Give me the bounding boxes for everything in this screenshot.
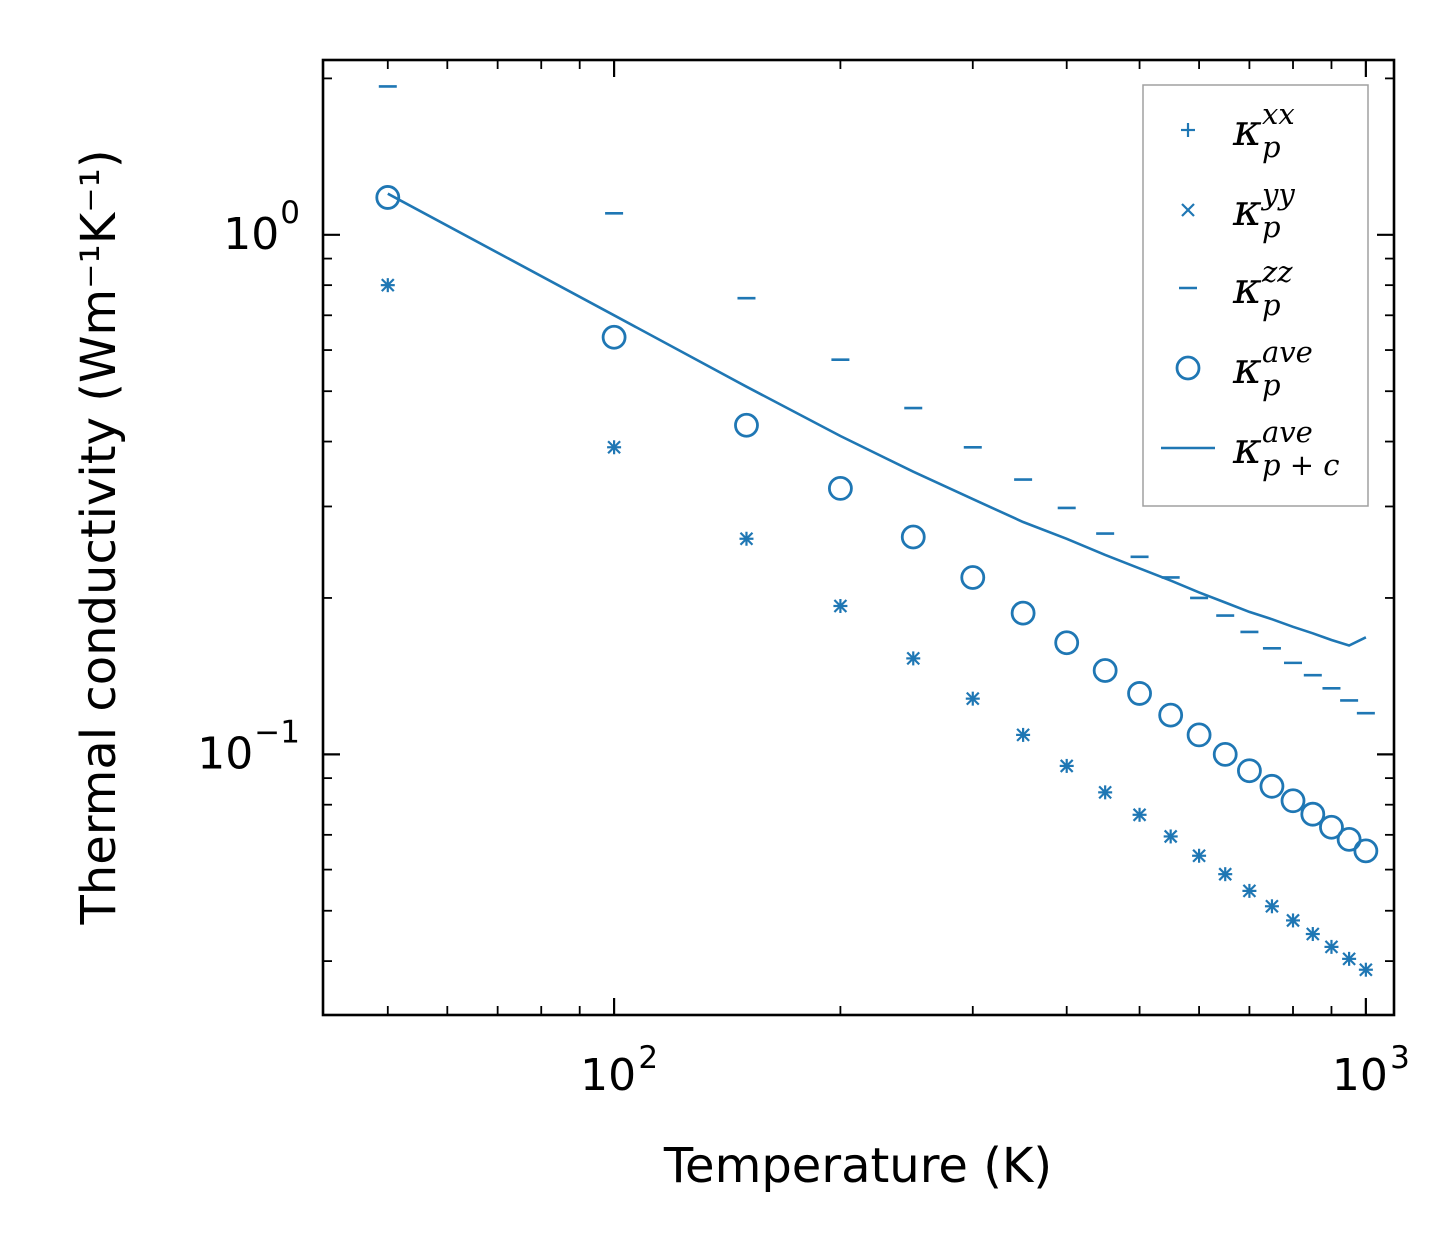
minor-ticks bbox=[323, 60, 1394, 1015]
legend-label-sup: ave bbox=[1262, 335, 1313, 369]
data-point-kappa_p_yy bbox=[1324, 940, 1339, 954]
data-point-kappa_p_ave bbox=[601, 324, 627, 350]
legend-marker-icon bbox=[1175, 355, 1201, 381]
data-point-kappa_p_ave bbox=[1237, 758, 1262, 784]
data-point-kappa_p_yy bbox=[1306, 927, 1320, 941]
data-point-kappa_p_ave bbox=[1054, 630, 1080, 656]
legend-label-base: κ bbox=[1232, 105, 1262, 156]
x-tick-label: 10 bbox=[580, 1050, 636, 1101]
data-point-kappa_p_yy bbox=[739, 531, 754, 546]
series-line-kappa_pc_ave bbox=[387, 192, 1367, 647]
legend-label-sub: p bbox=[1262, 368, 1281, 402]
y-tick-label: 10 bbox=[223, 209, 279, 260]
series-kappa_p_ave bbox=[375, 185, 1379, 864]
x-axis-label: Temperature (K) bbox=[663, 1138, 1052, 1194]
data-point-kappa_p_ave bbox=[828, 476, 853, 501]
data-point-kappa_p_yy bbox=[1132, 808, 1147, 822]
data-point-kappa_p_ave bbox=[1158, 702, 1184, 728]
data-point-kappa_p_ave bbox=[1319, 814, 1344, 840]
data-point-kappa_p_ave bbox=[900, 524, 926, 550]
legend-label-sup: xx bbox=[1262, 97, 1295, 131]
x-tick-exponent: 3 bbox=[1390, 1040, 1410, 1076]
data-point-kappa_p_yy bbox=[906, 651, 921, 666]
series-kappa_p_zz bbox=[378, 85, 1375, 715]
legend-label-base: κ bbox=[1232, 343, 1262, 394]
legend-label-base: κ bbox=[1232, 423, 1262, 474]
y-tick-exponent: 0 bbox=[280, 195, 300, 231]
data-point-kappa_p_ave bbox=[1280, 788, 1306, 814]
legend-label-base: κ bbox=[1232, 185, 1262, 236]
legend-frame bbox=[1142, 84, 1369, 507]
data-point-kappa_p_yy bbox=[1286, 913, 1300, 928]
legend-label-sub: p bbox=[1262, 210, 1281, 244]
y-tick-exponent: −1 bbox=[254, 714, 300, 750]
legend-label-sub: p bbox=[1262, 130, 1281, 164]
data-point-kappa_p_yy bbox=[607, 440, 621, 455]
data-point-kappa_p_yy bbox=[1342, 952, 1356, 966]
legend-label-sub: p + c bbox=[1262, 448, 1340, 482]
data-point-kappa_p_ave bbox=[1092, 658, 1118, 683]
data-point-kappa_p_yy bbox=[1059, 759, 1074, 773]
data-point-kappa_p_yy bbox=[1265, 899, 1279, 914]
data-point-kappa_p_yy bbox=[1218, 867, 1232, 881]
legend-marker-icon bbox=[1181, 123, 1195, 137]
data-point-kappa_p_ave bbox=[375, 185, 401, 210]
legend-entry-kappa_p_zz: κ zzp bbox=[1179, 255, 1293, 322]
legend-label-sup: zz bbox=[1261, 255, 1293, 289]
data-point-kappa_p_ave bbox=[1127, 681, 1152, 706]
data-point-kappa_p_ave bbox=[1186, 722, 1212, 748]
data-point-kappa_p_ave bbox=[1259, 773, 1285, 799]
y-tick-label: 10 bbox=[197, 728, 253, 779]
data-point-kappa_p_yy bbox=[833, 599, 848, 613]
data-point-kappa_p_yy bbox=[966, 691, 980, 706]
data-point-kappa_p_yy bbox=[1242, 884, 1257, 898]
data-point-kappa_p_yy bbox=[1192, 848, 1206, 863]
legend-label-base: κ bbox=[1232, 263, 1262, 314]
data-point-kappa_p_yy bbox=[1163, 829, 1178, 844]
major-ticks bbox=[323, 60, 1394, 1015]
data-point-kappa_p_ave bbox=[1010, 600, 1036, 626]
plot-frame bbox=[321, 58, 1396, 1017]
y-axis-label: Thermal conductivity (Wm⁻¹K⁻¹) bbox=[71, 149, 127, 925]
legend-entry-kappa_p_xx: κ xxp bbox=[1181, 97, 1295, 164]
legend-label-sup: ave bbox=[1262, 415, 1313, 449]
data-point-kappa_p_ave bbox=[960, 565, 986, 590]
legend-label-sup: yy bbox=[1260, 177, 1295, 211]
x-tick-label: 10 bbox=[1332, 1050, 1388, 1101]
data-point-kappa_p_ave bbox=[734, 412, 759, 438]
legend-label-sub: p bbox=[1262, 288, 1281, 322]
data-point-kappa_p_yy bbox=[1016, 728, 1030, 742]
series-kappa_p_yy bbox=[381, 278, 1373, 977]
legend-entry-kappa_p_yy: κ yyp bbox=[1181, 177, 1295, 244]
data-point-kappa_p_ave bbox=[1212, 741, 1238, 767]
data-point-kappa_p_yy bbox=[1359, 962, 1373, 977]
data-point-kappa_p_ave bbox=[1300, 801, 1326, 827]
x-tick-exponent: 2 bbox=[638, 1040, 658, 1076]
data-point-kappa_p_yy bbox=[381, 278, 395, 292]
plot-area bbox=[375, 85, 1379, 977]
data-point-kappa_p_ave bbox=[1336, 826, 1362, 852]
legend-marker-icon bbox=[1181, 203, 1195, 217]
data-point-kappa_p_yy bbox=[1098, 785, 1112, 800]
data-point-kappa_p_ave bbox=[1353, 838, 1379, 864]
